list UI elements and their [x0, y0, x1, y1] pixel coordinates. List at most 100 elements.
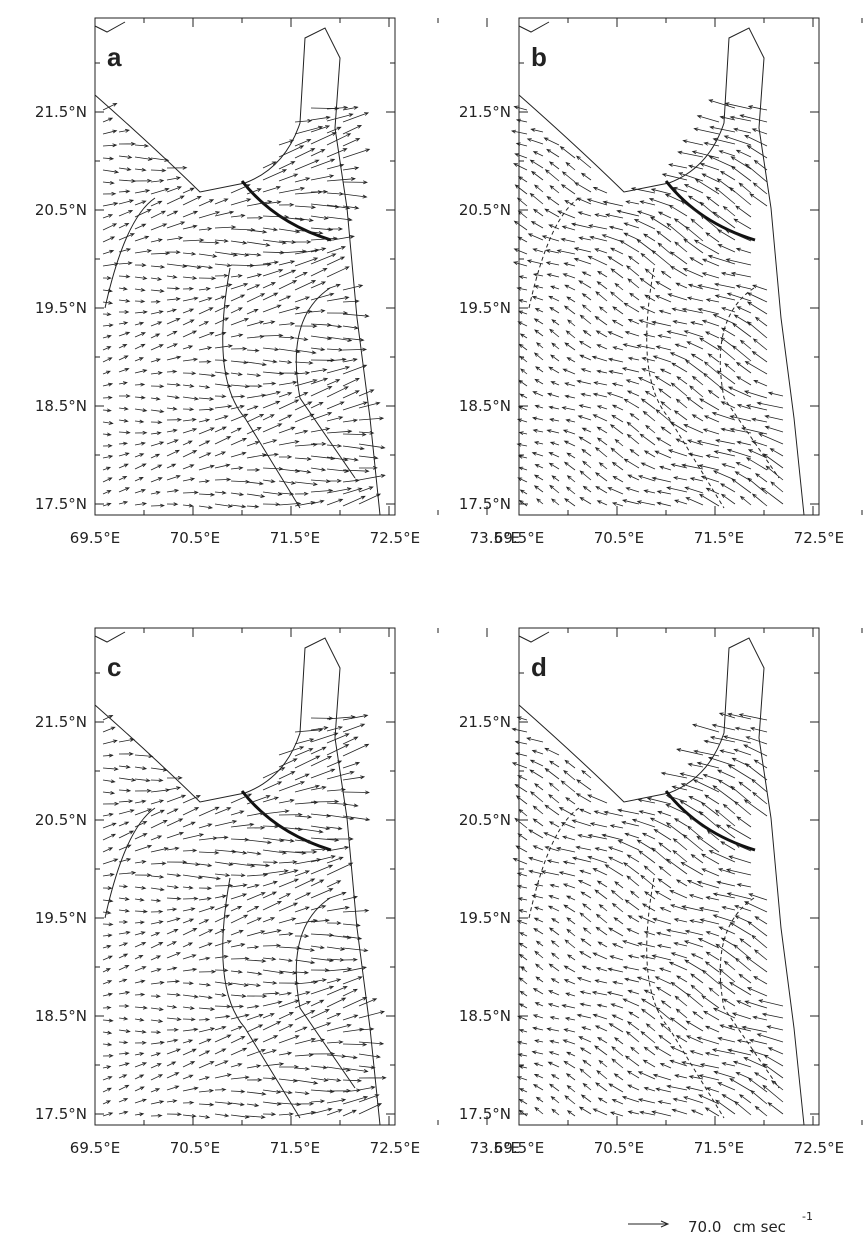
current-vector	[118, 858, 132, 863]
current-vector	[326, 733, 350, 744]
current-vector	[150, 210, 167, 219]
current-vector	[294, 858, 322, 865]
current-vector	[102, 933, 113, 938]
current-vector	[278, 380, 298, 386]
current-vector	[533, 883, 544, 887]
current-vector	[198, 956, 211, 961]
current-vector	[566, 296, 576, 303]
current-vector	[198, 1061, 215, 1069]
current-vector	[262, 292, 279, 301]
current-vector	[701, 868, 720, 877]
current-vector	[262, 969, 285, 975]
current-vector	[246, 851, 262, 856]
current-vector	[294, 1101, 315, 1106]
current-vector	[294, 773, 310, 781]
current-vector	[551, 342, 560, 350]
current-vector	[596, 437, 608, 446]
x-tick-label: 72.5°E	[794, 1139, 844, 1157]
current-vector	[102, 944, 112, 949]
current-vector	[580, 392, 592, 397]
current-vector	[670, 463, 688, 469]
current-vector	[246, 373, 262, 378]
current-vector	[278, 1078, 298, 1083]
current-vector	[182, 330, 198, 338]
current-vector	[702, 372, 720, 387]
current-vector	[566, 917, 576, 925]
current-vector	[762, 1063, 784, 1079]
current-vector	[637, 475, 656, 482]
current-vector	[733, 944, 752, 960]
current-vector	[563, 305, 576, 315]
current-vector	[548, 895, 560, 900]
current-vector	[705, 298, 720, 303]
current-vector	[198, 440, 211, 447]
current-vector	[596, 1070, 608, 1080]
current-vector	[609, 955, 624, 961]
current-vector	[118, 155, 133, 159]
current-vector	[613, 1073, 624, 1081]
current-vector	[611, 1099, 624, 1105]
current-vector	[214, 415, 229, 421]
current-vector	[594, 889, 608, 900]
current-vector	[134, 200, 147, 206]
current-vector	[719, 170, 736, 181]
current-vector	[102, 1018, 114, 1023]
current-vector	[262, 282, 276, 289]
current-vector	[617, 840, 640, 851]
current-vector	[182, 1074, 194, 1080]
current-vector	[326, 105, 349, 110]
current-vector	[198, 995, 213, 1000]
current-vector	[294, 139, 312, 147]
current-vector	[684, 359, 704, 374]
current-vector	[326, 1109, 343, 1116]
current-vector	[182, 440, 193, 446]
current-vector	[606, 392, 624, 399]
current-vector	[532, 428, 544, 433]
current-vector	[517, 406, 528, 411]
current-vector	[198, 464, 215, 471]
current-vector	[294, 814, 313, 819]
current-vector	[118, 871, 137, 875]
current-vector	[547, 905, 560, 912]
current-vector	[310, 441, 327, 446]
current-vector	[166, 1099, 178, 1104]
current-vector	[246, 1091, 267, 1096]
current-vector	[294, 119, 313, 123]
current-vector	[738, 182, 752, 194]
current-vector	[294, 755, 321, 769]
panel-label: d	[531, 652, 547, 682]
current-vector	[723, 135, 752, 146]
current-vector	[326, 921, 342, 925]
current-vector	[182, 954, 197, 960]
y-tick-label: 19.5°N	[459, 299, 511, 317]
current-vector	[518, 275, 528, 280]
current-vector	[689, 1050, 704, 1056]
current-vector	[310, 488, 334, 493]
current-vector	[102, 858, 119, 865]
panel-frame	[518, 627, 820, 1126]
current-vector	[691, 414, 704, 422]
current-vector	[214, 426, 227, 433]
current-vector	[134, 156, 153, 161]
current-vector	[709, 125, 736, 133]
current-vector	[526, 737, 544, 743]
current-vector	[246, 1049, 266, 1057]
current-vector	[230, 1047, 248, 1056]
current-vector	[358, 455, 379, 460]
contour	[295, 897, 356, 1089]
current-vector	[721, 906, 736, 911]
current-vector	[102, 1112, 114, 1117]
current-vector	[627, 255, 640, 265]
current-vector	[697, 284, 720, 291]
current-vector	[262, 452, 280, 457]
current-vector	[563, 770, 576, 781]
current-vector	[182, 357, 199, 362]
current-vector	[246, 273, 263, 279]
current-vector	[725, 824, 752, 840]
current-vector	[150, 1088, 161, 1093]
current-vector	[230, 822, 255, 828]
current-vector	[118, 1029, 131, 1033]
current-vector	[326, 216, 353, 222]
current-vector	[150, 384, 165, 389]
y-tick-label: 20.5°N	[459, 811, 511, 829]
